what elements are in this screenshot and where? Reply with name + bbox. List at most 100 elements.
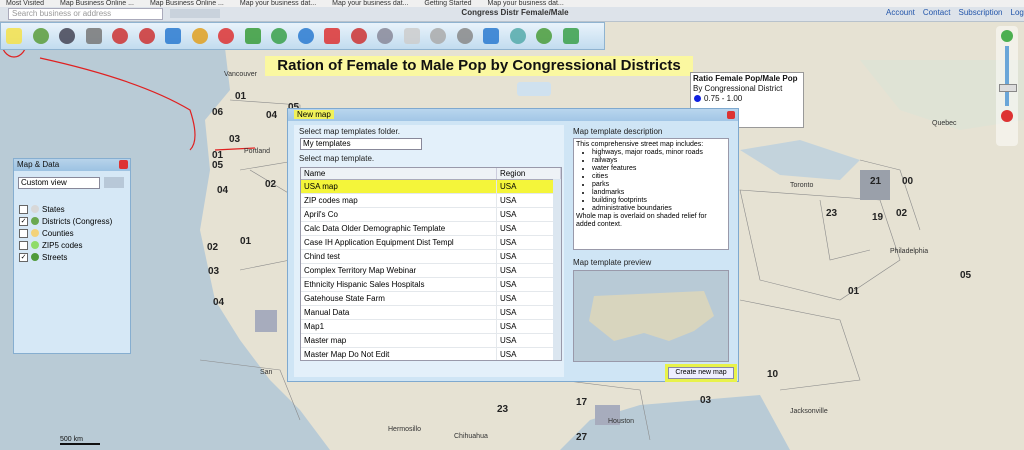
template-row[interactable]: Manual Data USA (301, 306, 561, 320)
create-map-button[interactable]: Create new map (668, 367, 734, 379)
tool-button[interactable] (377, 28, 393, 44)
tool-button[interactable] (112, 28, 128, 44)
template-region: USA (497, 320, 561, 333)
tool-button[interactable] (509, 28, 526, 44)
dialog-title: New map (294, 110, 334, 119)
template-row[interactable]: ZIP codes map USA (301, 194, 561, 208)
template-row[interactable]: April's Co USA (301, 208, 561, 222)
template-name: Manual Data (301, 306, 497, 319)
template-row[interactable]: Map1 USA (301, 320, 561, 334)
zoom-out[interactable] (1001, 110, 1013, 122)
tool-button[interactable] (350, 28, 367, 44)
tool-button[interactable] (244, 28, 261, 44)
header-link[interactable]: Subscription (958, 8, 1003, 17)
district-label: 19 (872, 212, 884, 223)
tool-button[interactable] (165, 28, 181, 44)
search-tools[interactable] (170, 9, 220, 18)
checkbox[interactable] (19, 204, 28, 214)
tool-button[interactable] (85, 28, 102, 44)
tool-button[interactable] (271, 28, 287, 44)
panel-close[interactable] (119, 160, 128, 169)
zoom-slider[interactable] (1005, 46, 1009, 106)
template-row[interactable]: Gatehouse State Farm USA (301, 292, 561, 306)
view-tools[interactable] (104, 177, 124, 188)
header-link[interactable]: Contact (922, 8, 951, 17)
description-item: administrative boundaries (592, 205, 726, 213)
template-name: USA map (301, 180, 497, 193)
checkbox[interactable] (19, 228, 28, 238)
template-row[interactable]: Ethnicity Hispanic Sales Hospitals USA (301, 278, 561, 292)
template-region: USA (497, 250, 561, 263)
district-label: 04 (266, 110, 278, 121)
template-name: April's Co (301, 208, 497, 221)
tool-button[interactable] (32, 28, 49, 44)
tool-button[interactable] (483, 28, 499, 44)
tool-button[interactable] (6, 28, 22, 44)
zoom-in[interactable] (1001, 30, 1013, 42)
header-link[interactable]: Account (886, 8, 915, 17)
district-label: 23 (497, 404, 509, 415)
checkbox[interactable] (19, 240, 28, 250)
tool-button[interactable] (191, 28, 208, 44)
tool-button[interactable] (138, 28, 155, 44)
district-label: 03 (700, 395, 712, 406)
bookmark[interactable]: Map your business dat... (239, 0, 317, 7)
legend-title: Ratio Female Pop/Male Pop (693, 74, 798, 83)
district-label: 17 (576, 397, 588, 408)
tool-button[interactable] (297, 28, 314, 44)
description-label: Map template description (573, 127, 663, 136)
tool-button[interactable] (218, 28, 234, 44)
layer-controls[interactable] (517, 82, 551, 96)
bookmark[interactable]: Getting Started (424, 0, 472, 7)
left-pane: Select map templates folder. My template… (294, 125, 564, 377)
district-label: 03 (229, 134, 241, 145)
template-row[interactable]: USA map USA (301, 180, 561, 194)
layer-name: ZIP5 codes (42, 240, 83, 250)
checkbox-checked[interactable]: ✓ (19, 216, 28, 226)
template-label: Select map template. (299, 154, 375, 163)
template-row[interactable]: Master Map Do Not Edit USA (301, 348, 561, 360)
tool-button[interactable] (430, 28, 446, 44)
tool-button[interactable] (403, 28, 420, 44)
district-label: 04 (217, 185, 229, 196)
scrollbar[interactable] (553, 179, 561, 360)
bookmark[interactable]: Map your business dat... (487, 0, 564, 7)
checkbox-checked[interactable]: ✓ (19, 252, 28, 262)
district-label: 03 (208, 266, 220, 277)
template-row[interactable]: Case IH Application Equipment Dist Templ… (301, 236, 561, 250)
bookmark[interactable]: Map Business Online ... (149, 0, 224, 7)
district-label: 05 (960, 270, 972, 281)
template-region: USA (497, 292, 561, 305)
layer-item: ✓ Districts (Congress) (19, 215, 112, 227)
tool-button[interactable] (59, 28, 75, 44)
layer-list: States ✓ Districts (Congress) Counties ZIP5 … (19, 203, 112, 263)
header-link[interactable]: Log out (1010, 8, 1024, 17)
bookmark[interactable]: Most Visited (6, 0, 44, 7)
template-name: Master Map Do Not Edit (301, 348, 497, 360)
zoom-handle[interactable] (999, 84, 1017, 92)
header-bar: Search business or address Congress Dist… (0, 7, 1024, 22)
description-item: landmarks (592, 189, 726, 197)
template-row[interactable]: Calc Data Older Demographic Template USA (301, 222, 561, 236)
bookmark[interactable]: Map your business dat... (332, 0, 409, 7)
tool-button[interactable] (324, 28, 340, 44)
template-row[interactable]: Chind test USA (301, 250, 561, 264)
search-box[interactable]: Search business or address (8, 8, 163, 20)
bookmark[interactable]: Map Business Online ... (60, 0, 134, 7)
tool-button[interactable] (456, 28, 473, 44)
district-label: 02 (896, 208, 908, 219)
template-row[interactable]: Master map USA (301, 334, 561, 348)
description-item: railways (592, 157, 726, 165)
zoom-control[interactable] (996, 26, 1018, 146)
folder-select[interactable]: My templates (300, 138, 422, 150)
district-label: 01 (212, 150, 224, 161)
template-name: Gatehouse State Farm (301, 292, 497, 305)
tool-button[interactable] (562, 28, 579, 44)
template-row[interactable]: Complex Territory Map Webinar USA (301, 264, 561, 278)
view-select[interactable]: Custom view (18, 177, 100, 189)
tool-button[interactable] (536, 28, 552, 44)
district-label: 04 (213, 297, 225, 308)
dialog-close[interactable] (727, 111, 735, 119)
layer-icon (31, 241, 39, 249)
